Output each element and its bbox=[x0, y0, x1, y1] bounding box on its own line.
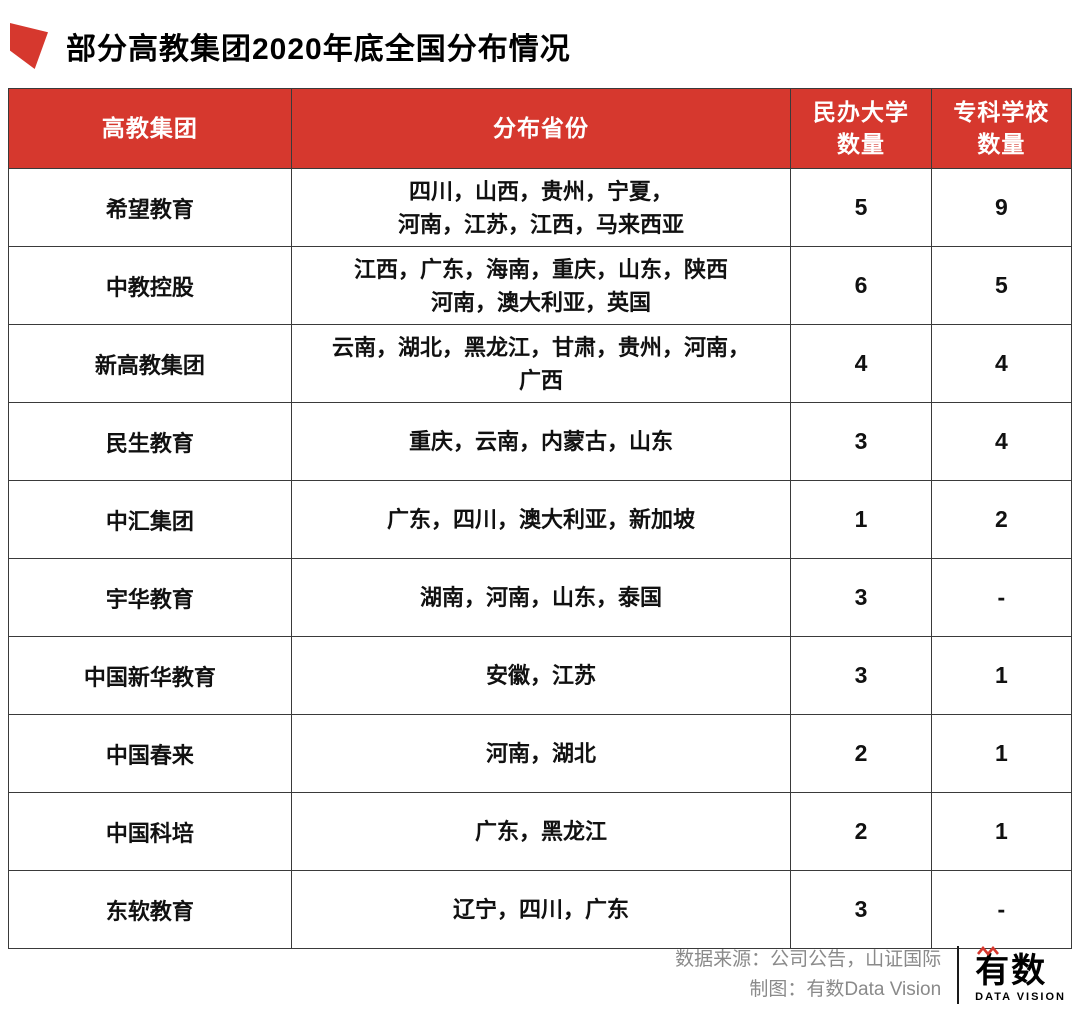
provinces-cell: 云南，湖北，黑龙江，甘肃，贵州，河南， 广西 bbox=[290, 324, 792, 403]
table-row: 希望教育 四川，山西，贵州，宁夏， 河南，江苏，江西，马来西亚 5 9 bbox=[8, 168, 1073, 247]
private-count-cell: 6 bbox=[790, 246, 932, 325]
provinces-cell: 广东，黑龙江 bbox=[290, 792, 792, 871]
table-row: 中国新华教育 安徽，江苏 3 1 bbox=[8, 636, 1073, 715]
col-header-label: 数量 bbox=[837, 130, 886, 157]
vocational-count-cell: - bbox=[930, 870, 1073, 949]
provinces-line: 四川，山西，贵州，宁夏， bbox=[409, 178, 674, 204]
table-row: 东软教育 辽宁，四川，广东 3 - bbox=[8, 870, 1073, 949]
title-flag-icon bbox=[10, 23, 48, 69]
table-header-row: 高教集团 分布省份 民办大学数量 专科学校数量 bbox=[8, 88, 1073, 169]
provinces-cell: 广东，四川，澳大利亚，新加坡 bbox=[290, 480, 792, 559]
group-cell: 民生教育 bbox=[8, 402, 292, 481]
col-header-group: 高教集团 bbox=[8, 88, 292, 169]
col-header-label: 专科学校 bbox=[953, 99, 1050, 126]
vocational-count-cell: 4 bbox=[930, 324, 1073, 403]
distribution-table: 高教集团 分布省份 民办大学数量 专科学校数量 希望教育 四川，山西，贵州，宁夏… bbox=[8, 88, 1073, 949]
provinces-line: 江西，广东，海南，重庆，山东，陕西 bbox=[354, 256, 729, 282]
group-cell: 中国新华教育 bbox=[8, 636, 292, 715]
private-count-cell: 4 bbox=[790, 324, 932, 403]
private-count-cell: 3 bbox=[790, 636, 932, 715]
provinces-line: 河南，澳大利亚，英国 bbox=[431, 289, 652, 315]
footer: 数据来源：公司公告，山证国际 制图：有数Data Vision 有数 DATA … bbox=[675, 945, 1066, 1004]
table-row: 宇华教育 湖南，河南，山东，泰国 3 - bbox=[8, 558, 1073, 637]
vocational-count-cell: 5 bbox=[930, 246, 1073, 325]
private-count-cell: 5 bbox=[790, 168, 932, 247]
col-header-label: 数量 bbox=[977, 130, 1026, 157]
group-cell: 东软教育 bbox=[8, 870, 292, 949]
vocational-count-cell: 1 bbox=[930, 714, 1073, 793]
header: 部分高教集团2020年底全国分布情况 bbox=[8, 6, 1072, 88]
vocational-count-cell: 9 bbox=[930, 168, 1073, 247]
col-header-label: 民办大学 bbox=[813, 99, 910, 126]
provinces-line: 河南，江苏，江西，马来西亚 bbox=[398, 211, 685, 237]
provinces-line: 广东，四川，澳大利亚，新加坡 bbox=[387, 507, 696, 532]
table-row: 中国科培 广东，黑龙江 2 1 bbox=[8, 792, 1073, 871]
group-cell: 新高教集团 bbox=[8, 324, 292, 403]
provinces-cell: 河南，湖北 bbox=[290, 714, 792, 793]
table-row: 中汇集团 广东，四川，澳大利亚，新加坡 1 2 bbox=[8, 480, 1073, 559]
group-cell: 中国春来 bbox=[8, 714, 292, 793]
table-row: 新高教集团 云南，湖北，黑龙江，甘肃，贵州，河南， 广西 4 4 bbox=[8, 324, 1073, 403]
brand-logo: 有数 DATA VISION bbox=[975, 945, 1066, 1004]
credits: 数据来源：公司公告，山证国际 制图：有数Data Vision bbox=[675, 945, 941, 1004]
provinces-cell: 安徽，江苏 bbox=[290, 636, 792, 715]
vocational-count-cell: 2 bbox=[930, 480, 1073, 559]
provinces-line: 重庆，云南，内蒙古，山东 bbox=[409, 429, 674, 454]
provinces-cell: 湖南，河南，山东，泰国 bbox=[290, 558, 792, 637]
table-row: 中教控股 江西，广东，海南，重庆，山东，陕西 河南，澳大利亚，英国 6 5 bbox=[8, 246, 1073, 325]
vocational-count-cell: 1 bbox=[930, 636, 1073, 715]
col-header-label: 高教集团 bbox=[101, 114, 198, 141]
infographic: 部分高教集团2020年底全国分布情况 高教集团 分布省份 民办大学数量 专科学校… bbox=[8, 6, 1073, 1004]
vocational-count-cell: 1 bbox=[930, 792, 1073, 871]
provinces-line: 广西 bbox=[519, 367, 564, 393]
col-header-vocational-count: 专科学校 数量 bbox=[930, 88, 1073, 169]
footer-divider bbox=[957, 945, 960, 1004]
provinces-line: 湖南，河南，山东，泰国 bbox=[420, 585, 663, 610]
logo-squiggle-icon bbox=[977, 945, 1000, 956]
provinces-cell: 四川，山西，贵州，宁夏， 河南，江苏，江西，马来西亚 bbox=[290, 168, 792, 247]
logo-text-en: DATA VISION bbox=[975, 991, 1066, 1004]
group-cell: 中教控股 bbox=[8, 246, 292, 325]
group-cell: 中汇集团 bbox=[8, 480, 292, 559]
table-row: 中国春来 河南，湖北 2 1 bbox=[8, 714, 1073, 793]
vocational-count-cell: 4 bbox=[930, 402, 1073, 481]
col-header-label: 分布省份 bbox=[493, 114, 590, 141]
group-cell: 希望教育 bbox=[8, 168, 292, 247]
col-header-provinces: 分布省份 bbox=[290, 88, 792, 169]
provinces-line: 云南，湖北，黑龙江，甘肃，贵州，河南， bbox=[332, 334, 751, 360]
provinces-cell: 江西，广东，海南，重庆，山东，陕西 河南，澳大利亚，英国 bbox=[290, 246, 792, 325]
group-cell: 中国科培 bbox=[8, 792, 292, 871]
page-title: 部分高教集团2020年底全国分布情况 bbox=[66, 33, 571, 66]
provinces-cell: 辽宁，四川，广东 bbox=[290, 870, 792, 949]
private-count-cell: 3 bbox=[790, 558, 932, 637]
provinces-line: 河南，湖北 bbox=[486, 741, 597, 766]
private-count-cell: 3 bbox=[790, 870, 932, 949]
group-cell: 宇华教育 bbox=[8, 558, 292, 637]
private-count-cell: 2 bbox=[790, 792, 932, 871]
provinces-line: 广东，黑龙江 bbox=[475, 819, 608, 844]
private-count-cell: 2 bbox=[790, 714, 932, 793]
data-source: 数据来源：公司公告，山证国际 bbox=[675, 949, 942, 971]
table-row: 民生教育 重庆，云南，内蒙古，山东 3 4 bbox=[8, 402, 1073, 481]
vocational-count-cell: - bbox=[930, 558, 1073, 637]
logo-text-cn: 有数 bbox=[975, 951, 1048, 990]
credit-line: 制图：有数Data Vision bbox=[749, 978, 942, 1000]
provinces-cell: 重庆，云南，内蒙古，山东 bbox=[290, 402, 792, 481]
col-header-private-count: 民办大学 数量 bbox=[790, 88, 932, 169]
private-count-cell: 3 bbox=[790, 402, 932, 481]
provinces-line: 安徽，江苏 bbox=[486, 663, 597, 688]
provinces-line: 辽宁，四川，广东 bbox=[453, 897, 630, 922]
private-count-cell: 1 bbox=[790, 480, 932, 559]
